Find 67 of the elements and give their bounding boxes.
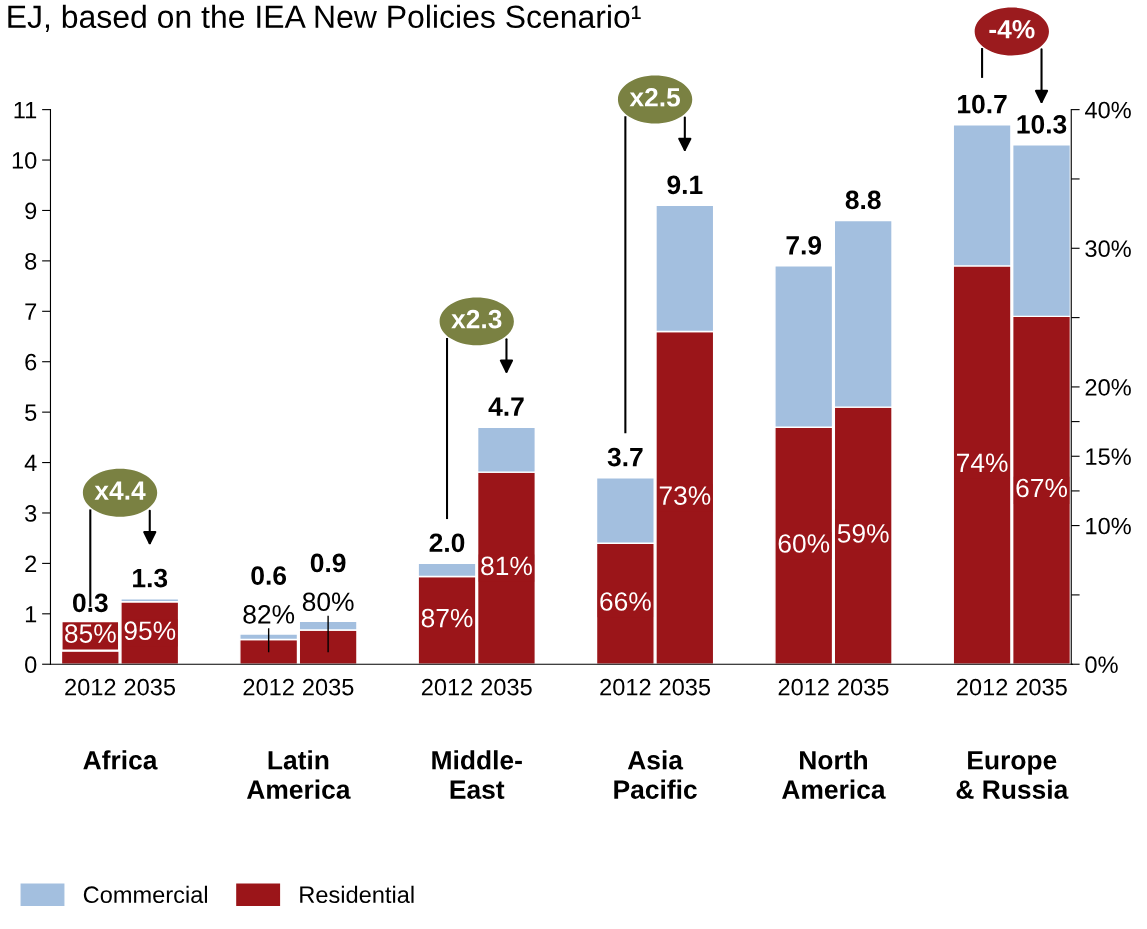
text: Asia Pacific: [614, 750, 697, 799]
total-label: 8.8: [845, 190, 881, 210]
y-tick-label: 11: [14, 101, 37, 119]
y-tick-label: 1: [25, 606, 37, 623]
x-tick-label: 2035: [838, 678, 889, 696]
y-tick-label: 0: [25, 656, 37, 674]
text: x2.5: [629, 87, 681, 107]
x-tick-label: 2035: [124, 678, 176, 696]
y2-tick-label: 20%: [1085, 379, 1131, 396]
text: Africa: [83, 750, 158, 770]
annotation: 73%: [659, 486, 711, 505]
total-label: 0.3: [73, 593, 108, 613]
x-tick-label: 2035: [303, 678, 354, 696]
annotation: 82%: [243, 605, 295, 624]
y-tick-label: 9: [25, 202, 37, 220]
y-tick-label: 10: [12, 152, 37, 169]
x-tick-label: 2035: [1016, 678, 1067, 696]
total-label: 1.3: [133, 568, 168, 588]
y2-tick-label: 0%: [1085, 656, 1118, 674]
total-label: 7.9: [786, 235, 822, 255]
y-tick-label: 7: [25, 303, 37, 320]
annotation: 85%: [65, 624, 116, 643]
y-tick-label: 3: [25, 505, 37, 522]
x-tick-label: 2012: [421, 678, 473, 696]
total-label: 2.0: [429, 533, 465, 553]
text: Europe & Russia: [956, 751, 1069, 799]
annotation: 74%: [957, 453, 1008, 473]
total-label: 0.6: [251, 566, 287, 585]
x-tick-label: 2035: [481, 678, 532, 696]
text: Latin America: [246, 750, 351, 799]
annotation: 80%: [302, 592, 354, 612]
total-label: 10.3: [1017, 114, 1067, 134]
annotation: 60%: [778, 534, 830, 553]
total-label: 0.9: [310, 553, 346, 573]
total-label: 10.7: [958, 94, 1007, 114]
text: -4%: [989, 19, 1035, 39]
annotation: 95%: [124, 621, 176, 641]
x-tick-label: 2012: [600, 678, 651, 696]
y2-tick-label: 10%: [1086, 517, 1131, 535]
y-tick-label: 6: [25, 353, 37, 371]
total-label: 3.7: [607, 447, 643, 467]
annotation: 66%: [600, 592, 651, 611]
x-tick-label: 2012: [65, 678, 116, 696]
x-tick-label: 2012: [243, 678, 294, 696]
x-tick-label: 2012: [957, 678, 1008, 696]
text: North America: [782, 750, 886, 799]
annotation: 59%: [837, 524, 889, 543]
annotation: x2.3: [451, 309, 502, 329]
x-tick-label: 2012: [778, 678, 829, 696]
y2-tick-label: 30%: [1085, 240, 1131, 258]
total-label: 4.7: [488, 397, 524, 416]
annotation: x4.4: [94, 481, 146, 500]
total-label: 9.1: [667, 175, 703, 195]
y2-tick-label: 40%: [1084, 101, 1131, 119]
legend-label: Residential: [300, 885, 414, 904]
y-tick-label: 8: [25, 252, 37, 270]
y-tick-label: 4: [24, 454, 37, 472]
y2-tick-label: 15%: [1086, 448, 1131, 466]
annotation: 87%: [421, 608, 473, 628]
annotation: 67%: [1016, 478, 1067, 498]
legend-label: Commercial: [83, 885, 207, 904]
chart-title: EJ, based on the IEA New Policies Scenario¹: [8, 4, 641, 32]
y-tick-label: 5: [25, 404, 37, 421]
text: Middle- East: [432, 750, 522, 799]
y-tick-label: 2: [25, 555, 37, 572]
annotation: 81%: [481, 556, 532, 576]
x-tick-label: 2035: [659, 678, 711, 696]
